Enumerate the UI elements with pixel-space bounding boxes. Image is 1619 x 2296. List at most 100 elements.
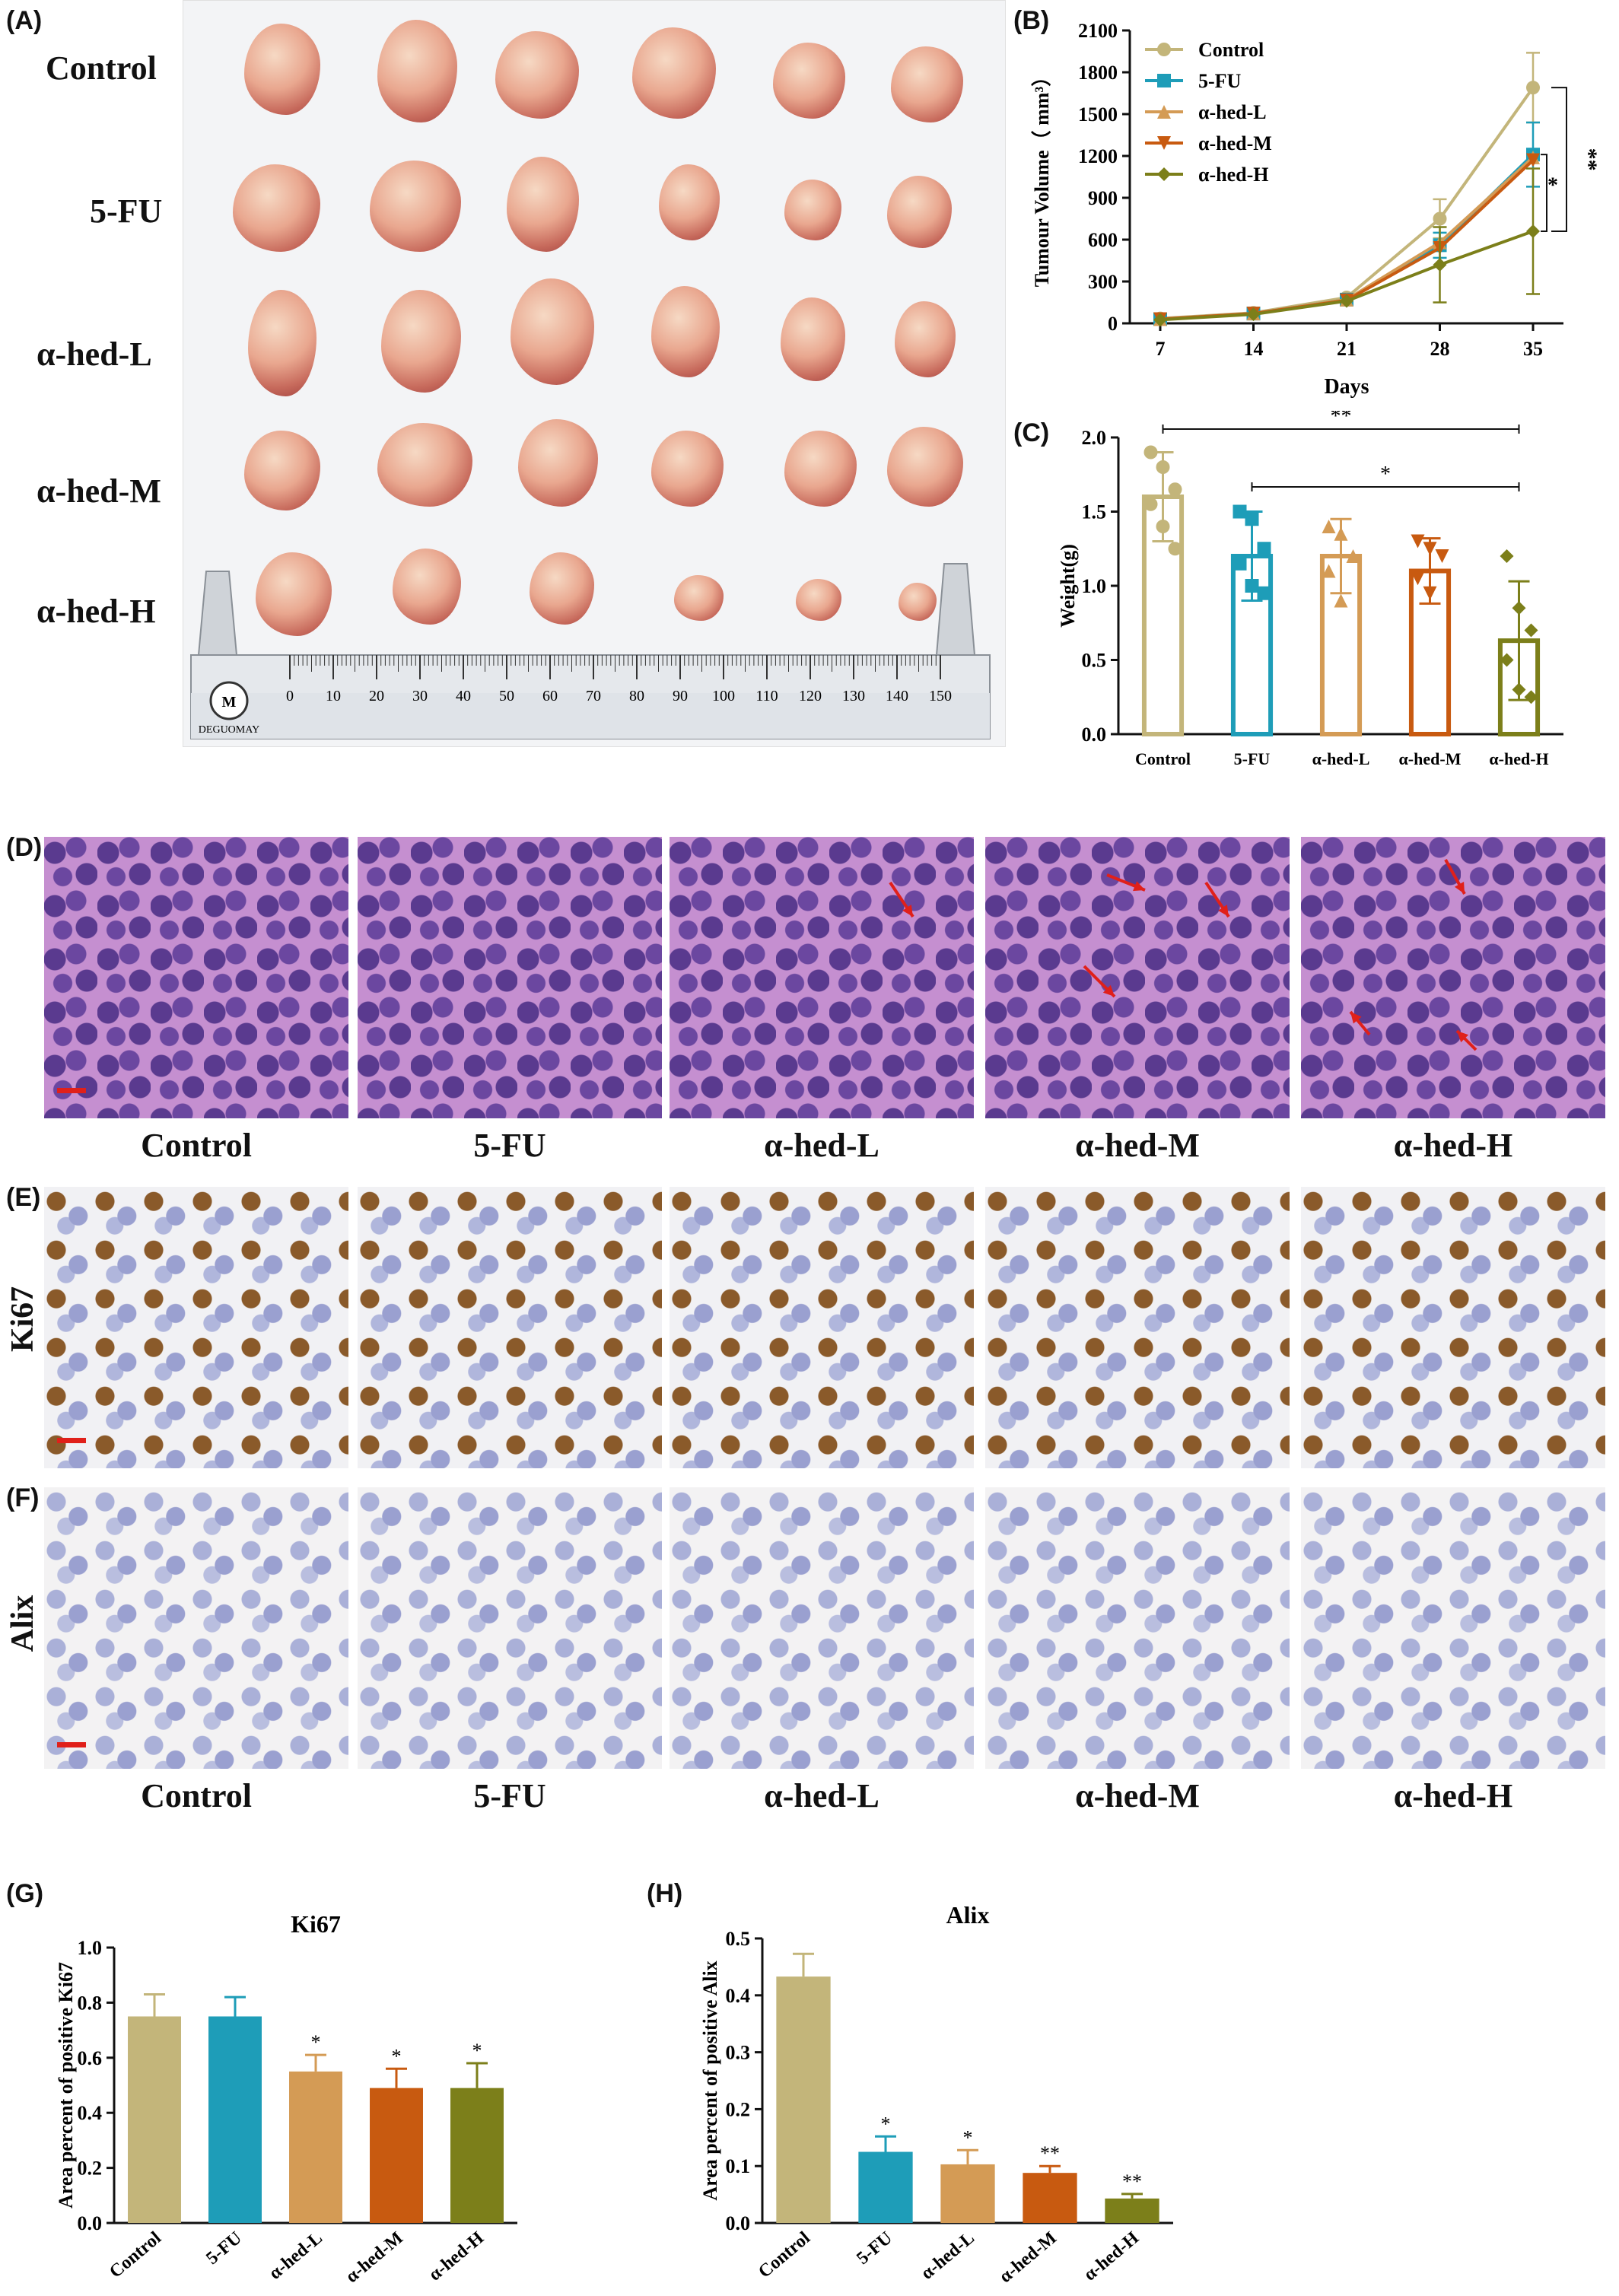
tumor bbox=[796, 579, 841, 621]
bar bbox=[940, 2164, 995, 2223]
row-label-hed-h: α-hed-H bbox=[37, 593, 156, 630]
x-tick-label: 5-FU bbox=[853, 2228, 896, 2269]
ruler-tick-label: 50 bbox=[499, 688, 514, 704]
tumor bbox=[507, 157, 579, 252]
bar bbox=[370, 2088, 423, 2223]
y-tick-label: 0.4 bbox=[726, 1985, 751, 2007]
sig-label: * bbox=[1380, 463, 1391, 486]
tumor bbox=[511, 278, 594, 385]
legend-label: α-hed-H bbox=[1198, 164, 1269, 186]
data-point bbox=[1157, 43, 1171, 56]
data-point bbox=[1512, 682, 1526, 697]
histology-image bbox=[44, 1487, 348, 1769]
histology-image bbox=[985, 1187, 1290, 1468]
data-point bbox=[1157, 105, 1171, 119]
histology-image bbox=[985, 837, 1290, 1118]
y-tick-label: 0.5 bbox=[726, 1928, 751, 1950]
ruler-tick-label: 10 bbox=[326, 688, 341, 704]
tumor bbox=[370, 161, 461, 252]
col-label-hed-m: α-hed-M bbox=[1075, 1777, 1200, 1814]
row-label-5fu: 5-FU bbox=[90, 192, 163, 230]
panel-label-a: (A) bbox=[6, 6, 43, 35]
panel-label-g: (G) bbox=[6, 1879, 44, 1908]
tumor bbox=[495, 31, 579, 119]
sig-label: ** bbox=[1576, 148, 1602, 171]
histology-image bbox=[1301, 1187, 1605, 1468]
scale-bar bbox=[57, 1742, 86, 1747]
histology-image bbox=[358, 1487, 662, 1769]
data-point bbox=[1423, 586, 1437, 600]
ruler-brand: DEGUOMAY bbox=[199, 724, 259, 736]
data-point bbox=[1245, 579, 1259, 593]
sig-label: ** bbox=[1331, 411, 1352, 428]
ruler-tick-label: 80 bbox=[629, 688, 644, 704]
red-arrowhead bbox=[1454, 882, 1465, 894]
arrow-overlay bbox=[1204, 881, 1230, 918]
ruler-tick-label: 0 bbox=[286, 688, 294, 704]
svg-text:M: M bbox=[222, 694, 237, 711]
row-label-control: Control bbox=[46, 49, 157, 87]
panel-label-h: (H) bbox=[647, 1879, 683, 1908]
tumor bbox=[895, 301, 956, 377]
x-tick-label: 5-FU bbox=[1234, 749, 1271, 768]
data-point bbox=[1245, 512, 1259, 526]
x-tick-label: 21 bbox=[1337, 338, 1357, 360]
data-point bbox=[1512, 601, 1526, 615]
red-arrowhead bbox=[1218, 905, 1229, 917]
sig-mark: ** bbox=[1040, 2142, 1060, 2164]
data-point bbox=[1143, 445, 1158, 460]
data-point bbox=[1346, 549, 1360, 563]
sig-mark: * bbox=[311, 2031, 321, 2053]
ruler-tick-label: 20 bbox=[369, 688, 384, 704]
bar bbox=[450, 2088, 504, 2223]
y-tick-label: 0.0 bbox=[1082, 723, 1107, 746]
chart-c: 0.0 0.5 1.0 1.5 2.0 Weight(g) Control 5-FU α-hed… bbox=[1057, 411, 1563, 768]
y-tick-label: 900 bbox=[1088, 187, 1118, 209]
arrow-overlay bbox=[1106, 873, 1146, 892]
tumor bbox=[784, 180, 841, 240]
red-arrowhead bbox=[1350, 1012, 1362, 1024]
data-point bbox=[1526, 81, 1540, 95]
y-tick-label: 0.2 bbox=[726, 2098, 751, 2120]
bar bbox=[776, 1976, 831, 2223]
data-point bbox=[1435, 549, 1449, 563]
legend-label: 5-FU bbox=[1198, 70, 1242, 92]
data-point bbox=[1433, 258, 1447, 272]
tumor bbox=[381, 290, 461, 393]
x-tick-label: α-hed-L bbox=[1312, 749, 1370, 768]
histology-image bbox=[670, 1487, 974, 1769]
col-label-hed-h: α-hed-H bbox=[1393, 1127, 1513, 1164]
data-point bbox=[1157, 167, 1171, 181]
data-point bbox=[1168, 482, 1182, 497]
y-tick-label: 0 bbox=[1108, 313, 1118, 335]
y-tick-label: 300 bbox=[1088, 271, 1118, 293]
y-tick-label: 1.0 bbox=[78, 1937, 103, 1959]
data-point bbox=[1526, 224, 1540, 238]
x-tick-label: α-hed-M bbox=[342, 2228, 407, 2287]
col-label-control: Control bbox=[141, 1127, 252, 1164]
chart-b: 0 300 600 900 1200 1500 1800 2100 7 14 21 28 35 Days T… bbox=[1031, 20, 1602, 399]
y-tick-label: 600 bbox=[1088, 229, 1118, 251]
tumor-photo: M DEGUOMAY 0 10 20 30 40 50 60 70 80 90 100 110 120 1… bbox=[183, 0, 1006, 747]
bar bbox=[1023, 2173, 1077, 2223]
ruler-tick-label: 70 bbox=[586, 688, 601, 704]
x-tick-label: 5-FU bbox=[202, 2228, 246, 2269]
y-tick-label: 0.8 bbox=[78, 1992, 103, 2014]
ruler-tick-label: 120 bbox=[799, 688, 822, 704]
data-point bbox=[1157, 136, 1171, 150]
tumor bbox=[651, 431, 724, 507]
y-axis-label: Weight(g) bbox=[1057, 544, 1079, 628]
data-point bbox=[1143, 497, 1158, 511]
y-tick-label: 1800 bbox=[1078, 62, 1118, 84]
data-point bbox=[1257, 542, 1271, 556]
y-tick-label: 1500 bbox=[1078, 103, 1118, 126]
histology-image bbox=[358, 1187, 662, 1468]
y-tick-label: 0.3 bbox=[726, 2042, 751, 2064]
bar bbox=[289, 2071, 342, 2223]
sig-mark: * bbox=[881, 2113, 891, 2135]
tumor bbox=[518, 419, 598, 507]
x-tick-label: α-hed-H bbox=[1080, 2228, 1143, 2285]
data-point bbox=[1500, 549, 1514, 563]
tumor bbox=[632, 27, 716, 119]
histology-image bbox=[670, 1187, 974, 1468]
